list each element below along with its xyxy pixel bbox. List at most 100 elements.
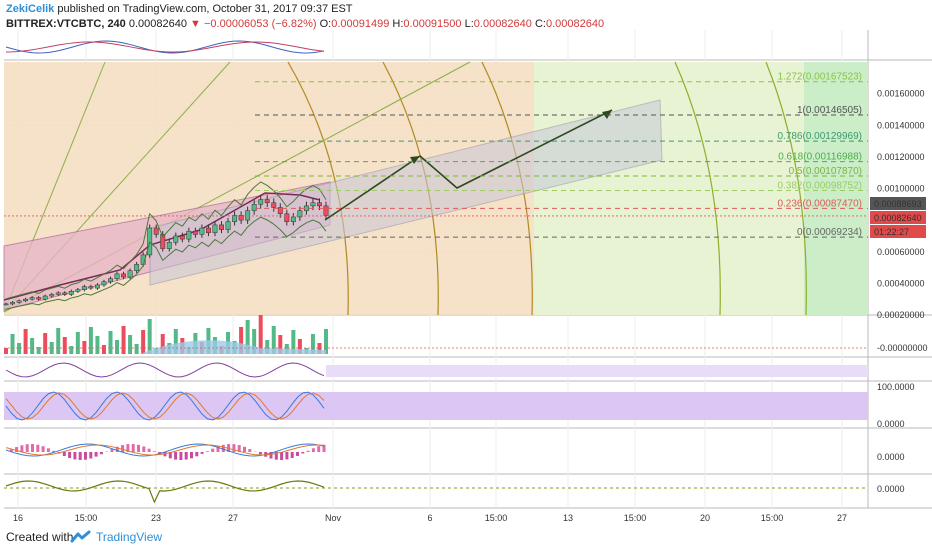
fib-arc (674, 61, 721, 316)
high-label: H: (392, 18, 404, 30)
macd-hist-bar (20, 445, 24, 452)
volume-bar (173, 329, 178, 354)
candle-body (264, 199, 270, 203)
macd-hist-bar (168, 452, 172, 459)
fib-level-label: 1.272(0.00167523) (777, 72, 862, 83)
macd-hist-bar (110, 449, 114, 452)
volume-bar (147, 319, 152, 354)
macd-hist-bar (269, 452, 273, 459)
macd-hist-bar (126, 444, 130, 452)
close-value: 0.00082640 (545, 18, 605, 30)
volume-bar (134, 344, 139, 354)
macd-hist-bar (94, 452, 98, 457)
candle-body (36, 297, 42, 300)
macd-hist-bar (78, 452, 82, 460)
volume-bar (115, 340, 120, 354)
macd-hist-bar (216, 446, 220, 452)
projection-arrow-path (324, 109, 613, 221)
projection-channel (149, 99, 663, 286)
fib-level-label: 0.382(0.00098752) (777, 180, 862, 191)
macd-hist-bar (232, 444, 236, 452)
macd-hist-bar (237, 445, 241, 452)
macd-hist-bar (285, 452, 289, 460)
subpane-tick-label: 0.0000 (877, 452, 905, 462)
volume-bar (56, 328, 61, 354)
volume-bar (278, 335, 283, 354)
macd-hist-bar (317, 446, 321, 452)
candle-body (81, 286, 87, 290)
candle-body (245, 210, 251, 221)
macd-hist-bar (243, 446, 246, 452)
tradingview-logo-icon[interactable] (70, 530, 92, 547)
macd-hist-bar (89, 452, 93, 459)
price-badge-label: 0.00082640 (874, 213, 922, 223)
macd-hist-bar (142, 446, 146, 452)
macd-hist-bar (9, 449, 13, 452)
macd-hist-bar (25, 444, 29, 452)
author-link[interactable]: ZekiCelik (6, 3, 55, 15)
tradingview-brand-link[interactable]: TradingView (96, 530, 163, 544)
candle-body (232, 215, 238, 222)
publish-line: ZekiCelik published on TradingView.com, … (6, 3, 353, 15)
price-badge (870, 197, 926, 210)
candle-body (297, 210, 303, 218)
macd-hist-bar (62, 452, 66, 457)
volume-bar (101, 345, 106, 354)
volume-bar (36, 347, 41, 354)
rsi-line (5, 362, 325, 378)
high-value: 0.00091500 (403, 18, 462, 30)
candle-body (290, 216, 296, 222)
band-lower (5, 216, 327, 310)
volume-bar (10, 334, 15, 354)
top-indicator-line (5, 40, 325, 54)
candle-body (186, 230, 192, 240)
symbol-label[interactable]: BITTREX:VTCBTC, 240 (6, 18, 126, 30)
y-tick-label: 0.00020000 (877, 310, 925, 320)
volume-bar (297, 339, 302, 354)
macd-hist-bar (195, 452, 199, 457)
candle-body (88, 286, 94, 289)
candle-body (225, 221, 231, 230)
price-chart[interactable]: 1.272(0.00167523) 1(0.00146505) 0.786(0.00… (0, 30, 932, 526)
macd-hist-bar (174, 452, 178, 460)
candle-body (323, 205, 329, 216)
macd-hist-bar (84, 452, 87, 460)
macd-signal-line (5, 444, 325, 456)
y-tick-label: 0.00060000 (877, 247, 925, 257)
last-price: 0.00082640 (128, 18, 187, 30)
candle-body (160, 234, 166, 249)
projection-arrowhead (410, 156, 420, 164)
volume-bar (62, 337, 67, 354)
macd-hist-bar (190, 452, 193, 459)
x-tick-label: 15:00 (761, 513, 784, 523)
candle-body (147, 227, 153, 256)
y-tick-label: 0.00040000 (877, 278, 925, 288)
macd-hist-bar (131, 444, 135, 452)
candle-body (29, 297, 35, 300)
candle-body (23, 298, 29, 302)
macd-hist-bar (274, 452, 278, 460)
macd-hist-bar (41, 446, 45, 452)
candle-body (199, 227, 205, 235)
x-tick-label: 15:00 (75, 513, 98, 523)
candle-body (310, 202, 316, 207)
candle-body (108, 278, 113, 283)
chart-header: ZekiCelik published on TradingView.com, … (0, 0, 932, 34)
volume-bar (69, 346, 74, 354)
candle-body (173, 235, 179, 243)
projection-zone-right (804, 62, 868, 315)
candle-body (121, 273, 127, 278)
volume-bar (75, 332, 80, 354)
candle-body (49, 294, 55, 297)
x-tick-label: 27 (837, 513, 847, 523)
open-value: 0.00091499 (331, 18, 390, 30)
fib-arc (765, 61, 807, 316)
volume-bar (43, 333, 48, 354)
volume-bar (82, 341, 87, 354)
candle-body (277, 207, 283, 215)
macd-hist-bar (184, 452, 188, 460)
macd-hist-bar (158, 452, 162, 454)
y-tick-label: 0.00160000 (877, 89, 925, 99)
macd-hist-bar (211, 448, 215, 452)
volume-bar (324, 329, 328, 354)
